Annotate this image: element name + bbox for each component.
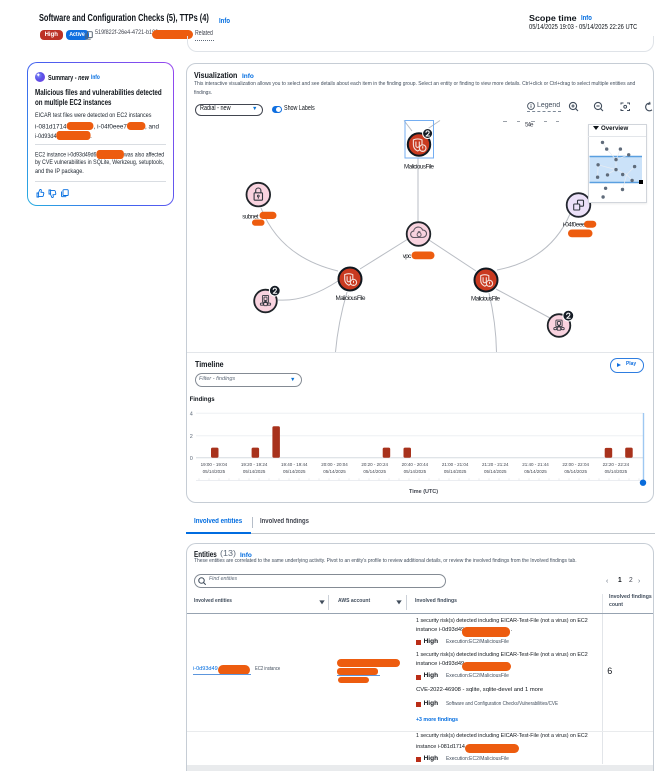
svg-text:4: 4: [190, 411, 193, 417]
svg-text:21:20 - 21:24: 21:20 - 21:24: [482, 462, 509, 467]
svg-text:22:00 - 22:04: 22:00 - 22:04: [562, 462, 589, 467]
svg-text:05/14/2025: 05/14/2025: [363, 469, 386, 474]
svg-text:05/14/2025: 05/14/2025: [484, 469, 507, 474]
svg-text:0: 0: [190, 456, 193, 462]
svg-text:subnet: subnet: [242, 214, 259, 221]
svg-text:05/14/2025: 05/14/2025: [283, 469, 306, 474]
svg-text:21:00 - 21:04: 21:00 - 21:04: [442, 462, 469, 467]
svg-text:22:20 - 22:24: 22:20 - 22:24: [603, 462, 630, 467]
svg-text:19:40 - 19:44: 19:40 - 19:44: [281, 462, 308, 467]
svg-text:19:20 - 19:24: 19:20 - 19:24: [241, 462, 268, 467]
svg-text:20:40 - 20:44: 20:40 - 20:44: [402, 462, 429, 467]
svg-text:MaliciousFile: MaliciousFile: [471, 296, 500, 303]
svg-text:21:40 - 21:44: 21:40 - 21:44: [522, 462, 549, 467]
svg-text:05/14/2025: 05/14/2025: [444, 469, 467, 474]
svg-text:19:00 - 19:04: 19:00 - 19:04: [201, 462, 228, 467]
svg-text:20:20 - 20:24: 20:20 - 20:24: [361, 462, 388, 467]
svg-text:05/14/2025: 05/14/2025: [564, 469, 587, 474]
svg-text:05/14/2025: 05/14/2025: [404, 469, 427, 474]
svg-text:05/14/2025: 05/14/2025: [524, 469, 547, 474]
svg-text:05/14/2025: 05/14/2025: [243, 469, 266, 474]
svg-text:MaliciousFile: MaliciousFile: [404, 164, 434, 171]
svg-text:vpc: vpc: [403, 253, 412, 260]
svg-text:20:00 - 20:04: 20:00 - 20:04: [321, 462, 348, 467]
svg-text:54e: 54e: [525, 122, 534, 129]
svg-text:05/14/2025: 05/14/2025: [605, 469, 628, 474]
svg-text:MaliciousFile: MaliciousFile: [336, 295, 366, 302]
svg-text:i-04f0eee: i-04f0eee: [563, 221, 586, 228]
svg-text:2: 2: [190, 434, 193, 440]
svg-text:05/14/2025: 05/14/2025: [203, 469, 226, 474]
svg-text:05/14/2025: 05/14/2025: [323, 469, 346, 474]
